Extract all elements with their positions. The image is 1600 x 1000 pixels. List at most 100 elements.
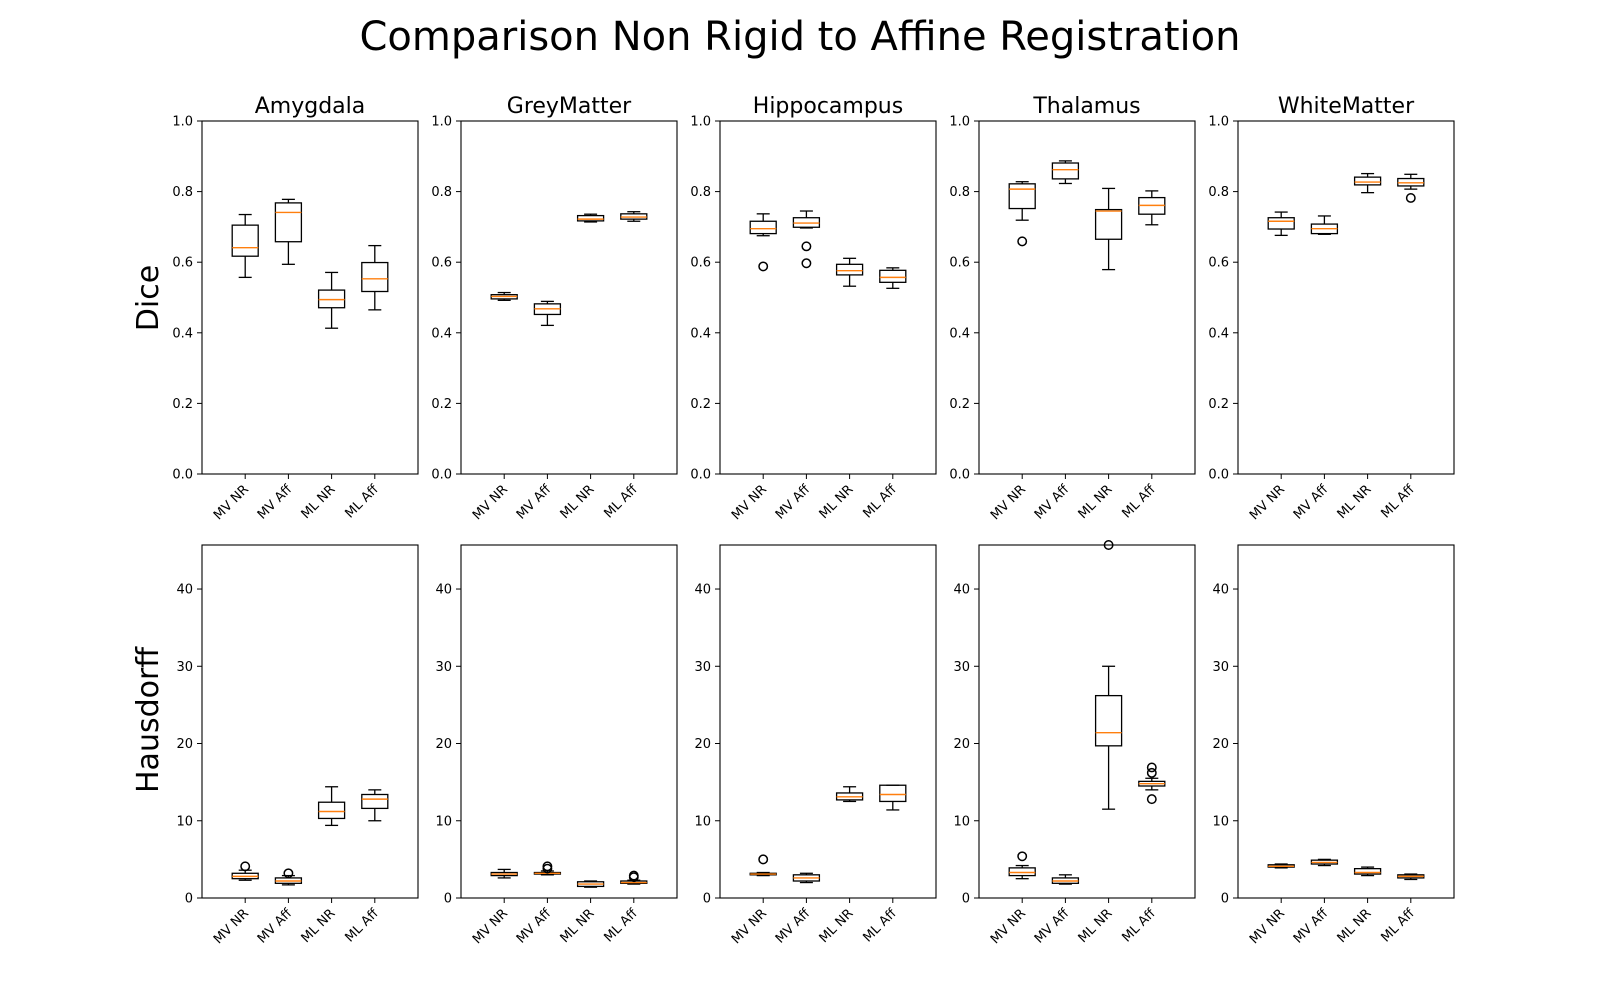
box-iqr (361, 261, 389, 293)
boxplot-mv-aff (1051, 874, 1080, 885)
panel-title-hippocampus: Hippocampus (753, 94, 903, 119)
y-tick-label: 0 (185, 892, 193, 907)
y-tick-label: 40 (694, 583, 711, 598)
y-tick-label: 0 (962, 892, 970, 907)
boxplot-mv-nr (1267, 863, 1295, 869)
axes-frame (719, 544, 937, 899)
y-tick-label: 0.8 (172, 185, 193, 200)
x-tick-label: MV NR (470, 906, 511, 947)
box-iqr (1353, 867, 1382, 875)
y-tick-label: 10 (1212, 814, 1229, 829)
figure-title: Comparison Non Rigid to Affine Registrat… (360, 14, 1241, 60)
boxplot-mv-aff (533, 861, 562, 876)
y-tick-label: 20 (435, 737, 452, 752)
y-tick-label: 0 (444, 892, 452, 907)
outlier-point (542, 863, 553, 874)
y-tick-label: 30 (176, 660, 193, 675)
axes-frame (460, 120, 678, 475)
axes-frame (201, 120, 419, 475)
x-tick-label: MV NR (470, 482, 511, 523)
y-tick-label: 0.8 (949, 185, 970, 200)
y-tick-label: 0.0 (172, 468, 193, 483)
boxplot-ml-aff (620, 870, 648, 885)
box-iqr (749, 220, 777, 235)
x-tick-label: MV NR (729, 482, 770, 523)
y-tick-label: 0.4 (431, 326, 452, 341)
boxplot-mv-nr (1267, 211, 1295, 237)
boxplot-ml-nr (1353, 866, 1382, 877)
y-tick-label: 10 (694, 814, 711, 829)
outlier-point (1405, 193, 1416, 203)
axes-frame (201, 544, 419, 899)
box-iqr (576, 214, 605, 222)
x-tick-label: MV Aff (1032, 905, 1073, 946)
boxplot-mv-aff (533, 300, 562, 327)
x-tick-label: MV NR (1247, 482, 1288, 523)
boxplot-ml-nr (576, 880, 605, 888)
y-tick-label: 0.0 (431, 468, 452, 483)
box-iqr (317, 801, 346, 820)
boxplot-mv-aff (1310, 858, 1339, 867)
x-tick-label: ML NR (558, 906, 598, 946)
boxplot-ml-aff (1397, 173, 1425, 203)
boxplot-ml-aff (361, 244, 389, 311)
y-tick-label: 0.0 (690, 468, 711, 483)
box-iqr (274, 202, 303, 243)
box-iqr (1267, 217, 1295, 230)
x-tick-label: MV NR (211, 906, 252, 947)
row-label-dice: Dice (131, 265, 166, 331)
panel-hausdorff-thalamus: 0 10 20 30 40 MV NR MV Aff ML NR ML Aff (953, 540, 1196, 947)
x-tick-label: ML Aff (342, 905, 382, 945)
boxplot-mv-nr (749, 854, 777, 877)
outlier-point (628, 872, 639, 883)
y-tick-label: 0.2 (1208, 397, 1229, 412)
y-tick-label: 0.6 (949, 256, 970, 271)
y-tick-label: 20 (1212, 737, 1229, 752)
boxplot-mv-nr (231, 213, 259, 279)
x-tick-label: MV Aff (773, 905, 814, 946)
y-tick-label: 1.0 (1208, 115, 1229, 130)
panel-title-thalamus: Thalamus (1032, 94, 1140, 119)
y-tick-label: 40 (953, 583, 970, 598)
x-tick-label: ML NR (1076, 482, 1116, 522)
boxplot-ml-nr (1094, 540, 1123, 810)
y-tick-label: 0.6 (431, 256, 452, 271)
box-iqr (835, 263, 864, 276)
x-tick-label: MV NR (1247, 906, 1288, 947)
panel-dice-hippocampus: Hippocampus 0.0 0.2 0.4 0.6 0.8 1.0 MV NR MV Aff… (690, 94, 937, 523)
boxplot-mv-nr (1008, 851, 1036, 880)
y-tick-label: 30 (1212, 660, 1229, 675)
boxplot-ml-aff (879, 784, 907, 811)
x-tick-label: MV Aff (1291, 481, 1332, 522)
x-tick-label: ML Aff (601, 905, 641, 945)
x-tick-label: MV Aff (773, 481, 814, 522)
outlier-point (758, 261, 769, 272)
boxplot-ml-nr (576, 213, 605, 223)
y-tick-label: 0.2 (690, 397, 711, 412)
x-tick-label: ML NR (299, 906, 339, 946)
y-tick-label: 10 (176, 814, 193, 829)
row-label-hausdorff: Hausdorff (131, 646, 166, 793)
boxplot-ml-aff (1138, 762, 1166, 805)
panel-dice-whitematter: WhiteMatter 0.0 0.2 0.4 0.6 0.8 1.0 MV NR MV Aff… (1208, 94, 1455, 523)
axes-frame (978, 120, 1196, 475)
y-tick-label: 0.8 (690, 185, 711, 200)
box-iqr (361, 793, 389, 810)
x-tick-label: ML NR (558, 482, 598, 522)
boxplot-mv-nr (490, 291, 518, 301)
box-iqr (1353, 176, 1382, 186)
x-tick-label: MV NR (988, 906, 1029, 947)
boxplot-ml-aff (1138, 190, 1166, 226)
y-tick-label: 1.0 (431, 115, 452, 130)
x-tick-label: ML Aff (860, 905, 900, 945)
x-tick-label: ML Aff (601, 481, 641, 521)
x-tick-label: MV NR (729, 906, 770, 947)
y-tick-label: 10 (435, 814, 452, 829)
outlier-point (240, 861, 251, 872)
panel-title-greymatter: GreyMatter (507, 94, 632, 119)
y-tick-label: 10 (953, 814, 970, 829)
box-iqr (1094, 208, 1123, 240)
